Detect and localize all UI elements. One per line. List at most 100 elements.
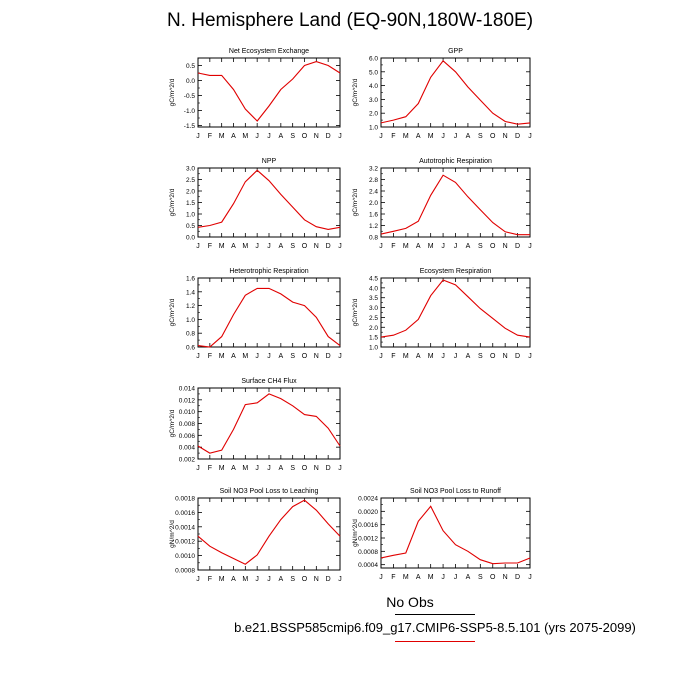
- y-tick-label: 4.0: [369, 83, 378, 90]
- panel-title: Soil NO3 Pool Loss to Leaching: [220, 488, 319, 495]
- x-tick-label: A: [466, 353, 471, 360]
- x-tick-label: J: [338, 576, 342, 583]
- plot-frame: [197, 497, 341, 571]
- x-tick-label: N: [314, 576, 319, 583]
- x-tick-label: S: [290, 243, 295, 250]
- x-tick-label: J: [441, 133, 445, 140]
- x-tick-label: J: [255, 576, 259, 583]
- x-tick-label: F: [391, 574, 395, 581]
- x-tick-label: F: [208, 576, 212, 583]
- y-tick-label: 5.0: [369, 69, 378, 76]
- x-tick-label: O: [302, 353, 308, 360]
- x-tick-label: A: [278, 243, 283, 250]
- panel-title: Heterotrophic Respiration: [229, 268, 308, 275]
- y-tick-label: 1.0: [369, 345, 378, 352]
- y-axis-label: gC/m^2/d: [169, 298, 176, 326]
- x-tick-label: F: [391, 133, 395, 140]
- plot-frame: [197, 387, 341, 460]
- x-tick-label: J: [454, 574, 458, 581]
- y-tick-label: 6.0: [369, 56, 378, 63]
- x-tick-label: S: [290, 133, 295, 140]
- plot-frame: [380, 277, 531, 348]
- x-tick-label: A: [416, 133, 421, 140]
- x-tick-label: J: [454, 133, 458, 140]
- y-tick-label: 1.2: [186, 303, 195, 310]
- y-tick-label: 0.0010: [175, 553, 195, 560]
- x-tick-label: D: [515, 243, 520, 250]
- series-line: [197, 61, 341, 122]
- x-tick-label: N: [503, 243, 508, 250]
- x-tick-label: D: [326, 353, 331, 360]
- x-tick-label: M: [428, 243, 434, 250]
- x-tick-label: D: [326, 243, 331, 250]
- chart-panel-7: Soil NO3 Pool Loss to Leaching gN/m^2/d J F…: [169, 488, 342, 583]
- x-tick-label: S: [478, 133, 483, 140]
- plot-frame: [380, 167, 531, 238]
- x-tick-label: D: [326, 576, 331, 583]
- y-tick-label: 1.0: [186, 212, 195, 219]
- page-title: N. Hemisphere Land (EQ-90N,180W-180E): [166, 10, 534, 31]
- x-tick-label: F: [391, 353, 395, 360]
- x-tick-label: M: [242, 576, 248, 583]
- x-tick-label: O: [490, 133, 496, 140]
- y-tick-label: 2.4: [369, 189, 378, 196]
- x-tick-label: J: [338, 133, 342, 140]
- x-tick-label: S: [478, 353, 483, 360]
- x-tick-label: D: [326, 465, 331, 472]
- x-tick-label: A: [231, 576, 236, 583]
- y-tick-label: 3.5: [369, 295, 378, 302]
- y-tick-label: 2.0: [369, 111, 378, 118]
- x-tick-label: A: [466, 574, 471, 581]
- y-tick-label: 3.0: [186, 166, 195, 173]
- y-tick-label: 0.008: [179, 421, 196, 428]
- y-tick-label: 3.2: [369, 166, 378, 173]
- x-tick-label: J: [379, 353, 383, 360]
- y-tick-label: 0.0020: [358, 509, 378, 516]
- x-tick-label: J: [267, 353, 271, 360]
- x-tick-label: J: [528, 243, 532, 250]
- x-tick-label: O: [490, 353, 496, 360]
- y-tick-label: 0.0012: [175, 539, 195, 546]
- y-tick-label: 1.5: [369, 335, 378, 342]
- y-tick-label: 2.0: [186, 189, 195, 196]
- y-tick-label: 2.8: [369, 177, 378, 184]
- x-tick-label: M: [242, 353, 248, 360]
- x-tick-label: M: [428, 133, 434, 140]
- x-tick-label: O: [490, 574, 496, 581]
- y-tick-label: 3.0: [369, 97, 378, 104]
- x-tick-label: J: [528, 353, 532, 360]
- series-line: [380, 505, 531, 565]
- y-tick-label: 0.6: [186, 345, 195, 352]
- x-tick-label: J: [255, 243, 259, 250]
- x-tick-label: M: [242, 133, 248, 140]
- y-axis-label: gN/m^2/d: [352, 519, 359, 547]
- x-tick-label: M: [403, 574, 409, 581]
- x-tick-label: A: [231, 465, 236, 472]
- x-tick-label: M: [242, 243, 248, 250]
- x-tick-label: M: [403, 243, 409, 250]
- y-tick-label: 0.0: [186, 78, 195, 85]
- y-axis-label: gC/m^2/d: [352, 78, 359, 106]
- y-tick-label: 0.012: [179, 397, 196, 404]
- chart-panel-8: Soil NO3 Pool Loss to Runoff gN/m^2/d J F M A…: [352, 488, 532, 581]
- panel-title: Surface CH4 Flux: [241, 378, 297, 385]
- panel-title: Soil NO3 Pool Loss to Runoff: [410, 488, 501, 495]
- x-tick-label: D: [515, 353, 520, 360]
- x-tick-label: M: [403, 353, 409, 360]
- x-tick-label: N: [314, 353, 319, 360]
- x-tick-label: S: [290, 576, 295, 583]
- x-tick-label: J: [196, 133, 200, 140]
- legend-obs-line: [395, 614, 475, 615]
- x-tick-label: M: [403, 133, 409, 140]
- x-tick-label: A: [278, 353, 283, 360]
- x-tick-label: A: [231, 243, 236, 250]
- y-tick-label: 0.0008: [175, 568, 195, 575]
- x-tick-label: A: [231, 133, 236, 140]
- y-axis-label: gC/m^2/d: [352, 188, 359, 216]
- x-tick-label: A: [466, 243, 471, 250]
- x-tick-label: J: [196, 465, 200, 472]
- x-tick-label: A: [231, 353, 236, 360]
